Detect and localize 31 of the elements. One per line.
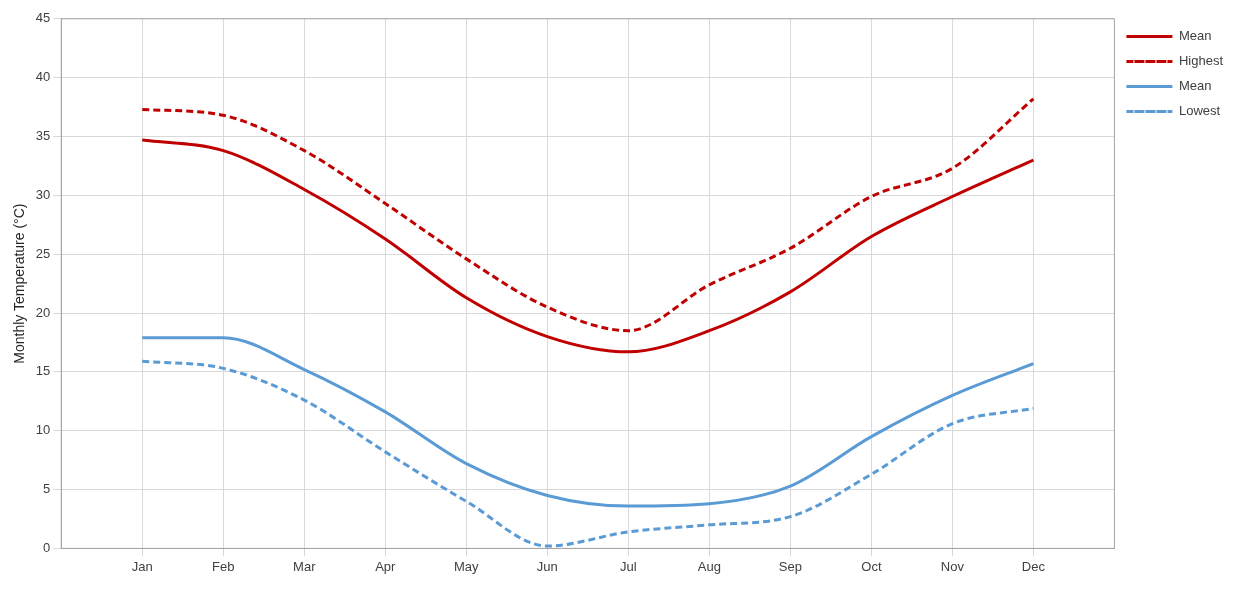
x-tick-label: Mar xyxy=(293,558,317,574)
y-tick-label: 5 xyxy=(43,481,51,497)
x-tick-label: Jan xyxy=(131,558,153,574)
line-series xyxy=(140,97,1035,333)
x-tick-label: May xyxy=(454,558,480,574)
x-tick-label: Oct xyxy=(861,558,882,574)
x-tick-label: Dec xyxy=(1021,558,1046,574)
y-tick-label: 35 xyxy=(35,128,51,144)
x-tick-label: Sep xyxy=(778,558,802,574)
x-tick-label: Nov xyxy=(940,558,965,574)
y-tick-label: 20 xyxy=(35,304,51,320)
y-tick-label: 15 xyxy=(35,363,51,379)
line-series xyxy=(140,359,1035,548)
x-tick-label: Feb xyxy=(212,558,235,574)
y-tick-label: 40 xyxy=(35,69,51,85)
x-tick-label: Apr xyxy=(375,558,397,574)
legend-label: Highest xyxy=(1178,53,1224,69)
legend-label: Mean xyxy=(1178,78,1212,94)
line-series xyxy=(140,336,1035,508)
y-axis-title: Monthly Temperature (°C) xyxy=(11,203,28,364)
legend-label: Lowest xyxy=(1178,103,1221,119)
y-tick-label: 30 xyxy=(35,186,51,202)
line-series xyxy=(140,138,1035,354)
x-tick-label: Aug xyxy=(697,558,721,574)
y-tick-label: 45 xyxy=(35,10,51,26)
x-tick-label: Jul xyxy=(620,558,637,574)
x-tick-label: Jun xyxy=(536,558,558,574)
y-tick-label: 25 xyxy=(35,245,51,261)
legend-label: Mean xyxy=(1178,28,1212,44)
y-tick-label: 10 xyxy=(35,422,51,438)
y-tick-label: 0 xyxy=(43,539,51,555)
